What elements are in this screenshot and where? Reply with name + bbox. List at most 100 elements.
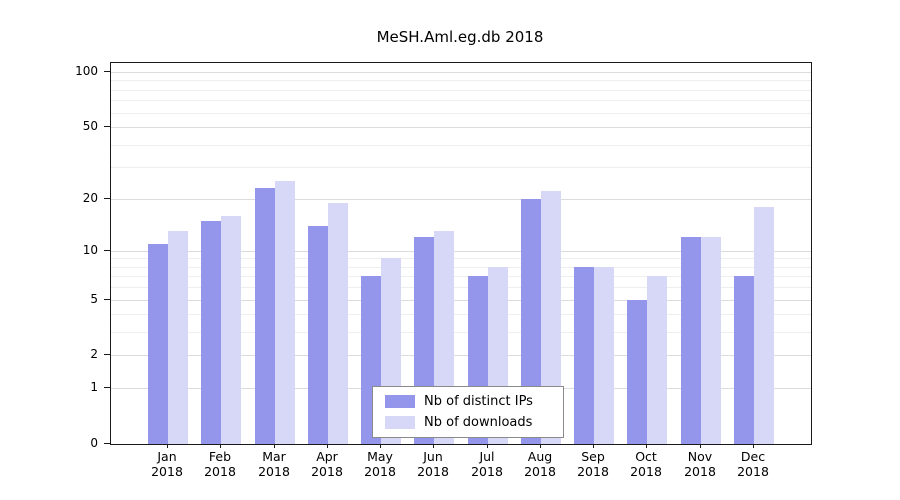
gridline-minor [111,267,811,268]
x-tick-mark [274,444,275,448]
gridline-minor [111,90,811,91]
x-tick-label: Jan 2018 [137,449,197,479]
x-tick-month: Feb [208,449,232,464]
x-tick-label: Jul 2018 [457,449,517,479]
x-tick-mark [433,444,434,448]
y-tick-mark [104,250,110,251]
x-tick-month: Oct [635,449,657,464]
x-tick-month: Nov [687,449,713,464]
gridline-major [111,251,811,252]
bar-mar-downloads [275,181,295,444]
y-tick-mark [104,198,110,199]
x-tick-label: Jun 2018 [403,449,463,479]
legend: Nb of distinct IPs Nb of downloads [372,386,564,438]
x-tick-year: 2018 [311,464,343,479]
bar-oct-downloads [647,276,667,444]
y-tick-label: 10 [82,243,98,257]
x-tick-year: 2018 [737,464,769,479]
x-tick-month: Jul [479,449,495,464]
bar-aug-downloads [541,191,561,444]
x-tick-label: May 2018 [350,449,410,479]
bar-jan-downloads [168,231,188,444]
y-tick-label: 5 [90,292,98,306]
gridline-major [111,127,811,128]
y-tick-mark [104,443,110,444]
gridline-minor [111,145,811,146]
x-tick-label: Aug 2018 [510,449,570,479]
x-tick-mark [540,444,541,448]
bar-feb-ips [201,221,221,444]
bar-apr-ips [308,226,328,444]
y-tick-mark [104,299,110,300]
x-tick-month: Aug [527,449,553,464]
gridline-minor [111,80,811,81]
y-tick-label: 2 [90,347,98,361]
gridline-major [111,199,811,200]
x-tick-label: Nov 2018 [670,449,730,479]
x-tick-mark [380,444,381,448]
legend-label-distinct-ips: Nb of distinct IPs [424,394,533,409]
x-tick-month: Sep [581,449,605,464]
y-tick-mark [104,354,110,355]
legend-item-distinct-ips: Nb of distinct IPs [385,394,551,409]
gridline-minor [111,276,811,277]
gridline-major [111,72,811,73]
x-tick-year: 2018 [577,464,609,479]
x-tick-mark [700,444,701,448]
gridline-minor [111,258,811,259]
x-tick-mark [487,444,488,448]
x-tick-mark [593,444,594,448]
y-tick-mark [104,126,110,127]
gridline-minor [111,287,811,288]
y-tick-label: 20 [82,191,98,205]
x-tick-year: 2018 [151,464,183,479]
x-tick-mark [646,444,647,448]
y-tick-label: 1 [90,380,98,394]
x-tick-month: Dec [740,449,766,464]
x-tick-year: 2018 [684,464,716,479]
y-tick-label: 100 [75,64,98,78]
bar-nov-ips [681,237,701,444]
x-tick-label: Feb 2018 [190,449,250,479]
gridline-minor [111,113,811,114]
x-tick-year: 2018 [204,464,236,479]
x-tick-label: Oct 2018 [616,449,676,479]
x-tick-month: Apr [316,449,338,464]
x-tick-mark [753,444,754,448]
legend-label-downloads: Nb of downloads [424,415,533,430]
bar-aug-ips [521,199,541,444]
bar-mar-ips [255,188,275,444]
bar-feb-downloads [221,216,241,444]
bar-jan-ips [148,244,168,444]
bar-nov-downloads [701,237,721,444]
x-tick-year: 2018 [524,464,556,479]
legend-swatch-distinct-ips [385,395,415,408]
x-tick-mark [220,444,221,448]
x-tick-month: Jun [423,449,443,464]
bar-dec-downloads [754,207,774,444]
legend-swatch-downloads [385,416,415,429]
gridline-minor [111,314,811,315]
legend-item-downloads: Nb of downloads [385,415,551,430]
x-tick-year: 2018 [258,464,290,479]
grid-layer [111,63,811,444]
x-tick-year: 2018 [630,464,662,479]
y-tick-mark [104,387,110,388]
x-tick-label: Mar 2018 [244,449,304,479]
y-tick-label: 0 [90,436,98,450]
x-tick-month: Jan [157,449,177,464]
x-tick-year: 2018 [471,464,503,479]
bar-sep-downloads [594,267,614,444]
x-tick-year: 2018 [417,464,449,479]
x-tick-label: Apr 2018 [297,449,357,479]
bar-apr-downloads [328,203,348,444]
gridline-minor [111,100,811,101]
gridline-major [111,355,811,356]
x-tick-label: Dec 2018 [723,449,783,479]
x-tick-label: Sep 2018 [563,449,623,479]
x-tick-month: May [367,449,393,464]
chart-title: MeSH.Aml.eg.db 2018 [376,28,544,46]
x-tick-mark [327,444,328,448]
gridline-minor [111,167,811,168]
